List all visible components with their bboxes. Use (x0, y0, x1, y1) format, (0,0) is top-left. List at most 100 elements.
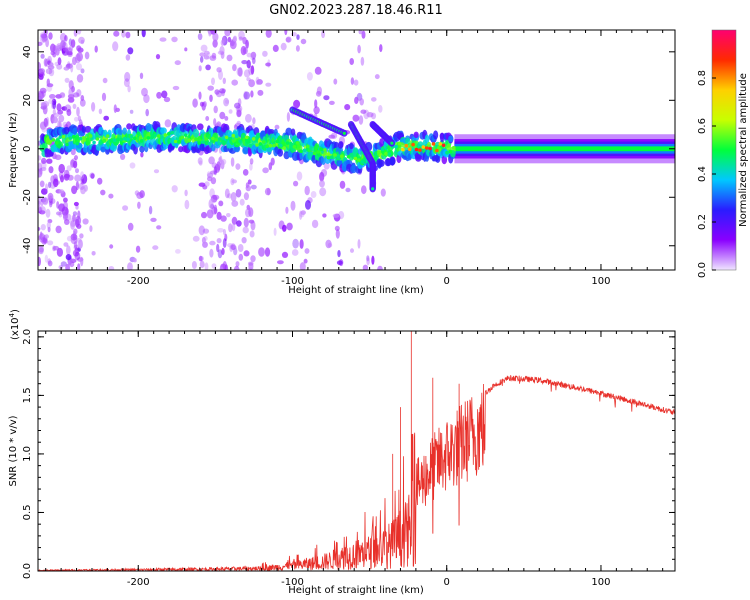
spectrogram-noise-dot (296, 171, 303, 181)
spectrogram-ridge-core (200, 140, 205, 144)
spectrogram-noise-dot (199, 260, 205, 268)
spectrogram-noise-dot (73, 160, 78, 169)
spectrogram-noise-dot (49, 94, 56, 99)
spectrogram-ridge-core (401, 147, 405, 152)
spectrogram-noise-dot (219, 111, 226, 120)
spectrogram-noise-dot (47, 260, 53, 267)
spectrogram-ridge-core (214, 138, 219, 142)
spectrogram-noise-dot (192, 98, 198, 108)
spectrogram-noise-dot (65, 263, 70, 270)
spectrogram-noise-dot (230, 192, 237, 202)
spectrogram-noise-dot (91, 251, 96, 256)
spectrogram-ridge-core (184, 133, 188, 137)
spectrogram-xlabel: Height of straight line (km) (288, 285, 424, 296)
spectrogram-frame (37, 29, 676, 271)
spectrogram-noise-dot (362, 264, 369, 270)
spectrogram-ridge-core (343, 157, 348, 161)
spectrogram-noise-dot (212, 39, 218, 48)
spectrogram-noise-dot (223, 97, 230, 107)
spectrogram-ridge-core (92, 140, 96, 145)
spectrogram-noise-dot (250, 184, 257, 190)
spectrogram-noise-dot (208, 156, 215, 165)
spectrogram-noise-dot (220, 215, 227, 222)
spectrogram-noise-dot (198, 91, 202, 100)
spectrogram-noise-dot (40, 32, 46, 38)
spectrogram-noise-dot (184, 189, 188, 197)
spectrogram-ridge-core (146, 136, 151, 140)
spectrogram-ridge-core (360, 160, 365, 164)
spectrogram-noise-dot (322, 213, 327, 218)
spectrogram-noise-dot (133, 258, 137, 263)
spectrogram-ridge-core (268, 143, 273, 148)
spectrogram-ridge-core (377, 150, 382, 155)
spectrogram-noise-dot (201, 211, 207, 219)
spectrogram-ridge-core (326, 155, 331, 160)
spectrogram-noise-dot (122, 205, 129, 211)
spectrogram-noise-dot (226, 213, 231, 218)
spectrogram-noise-dot (71, 185, 78, 195)
spectrogram-noise-dot (243, 250, 250, 257)
spectrogram-noise-dot (345, 187, 351, 193)
spectrogram-noise-dot (353, 79, 359, 86)
spectrogram-noise-dot (220, 158, 227, 165)
spectrogram-noise-dot (113, 30, 120, 37)
spectrogram-ridge-core (258, 142, 263, 146)
spectrogram-noise-dot (74, 251, 81, 261)
spectrogram-ridge-core (231, 133, 236, 138)
spectrogram-noise-dot (245, 113, 252, 123)
spectrogram-noise-dot (44, 234, 49, 239)
spectrogram-noise-dot (109, 244, 114, 249)
spectrogram-noise-dot (69, 45, 73, 53)
spectrogram-noise-dot (67, 51, 73, 56)
spectrogram-noise-dot (214, 89, 220, 95)
spectrogram-ridge-core (414, 147, 419, 152)
spectrogram-noise-dot (65, 254, 72, 261)
spectrogram-ridge-core (68, 136, 73, 140)
spectrogram-noise-dot (156, 91, 162, 99)
spectrogram-noise-dot (63, 66, 70, 71)
spectrogram-noise-dot (171, 185, 178, 193)
spectrogram-noise-dot (197, 157, 203, 165)
spectrogram-noise-dot (249, 162, 253, 171)
spectrogram-noise-dot (265, 30, 272, 38)
spectrogram-noise-dot (205, 116, 210, 121)
spectrogram-noise-dot (63, 242, 69, 247)
spectrogram-noise-dot (285, 206, 289, 214)
spectrogram-ridge-core (448, 149, 453, 154)
spectrogram-ridge-core (51, 138, 56, 142)
spectrogram-noise-dot (325, 239, 332, 249)
spectrogram-noise-dot (61, 47, 69, 56)
spectrogram-ridge-core (228, 137, 232, 141)
spectrogram-noise-dot (156, 225, 162, 230)
spectrogram-ridge-blob (126, 123, 132, 130)
spectrogram-noise-dot (184, 47, 188, 52)
spectrogram-ridge-core (428, 146, 432, 151)
x-tick-label: -200 (127, 577, 150, 588)
spectrogram-noise-dot (252, 117, 256, 125)
spectrogram-noise-dot (292, 238, 299, 249)
spectrogram-ridge-blob (435, 154, 441, 163)
y-tick-label: 1.5 (22, 387, 33, 403)
spectrogram-noise-dot (319, 180, 325, 188)
x-tick-label: -100 (281, 577, 304, 588)
spectrogram-noise-dot (218, 70, 223, 80)
spectrogram-noise-dot (230, 157, 235, 167)
spectrogram-noise-dot (208, 31, 212, 37)
spectrogram-noise-dot (59, 92, 65, 98)
spectrogram-noise-dot (299, 239, 304, 249)
spectrogram-noise-dot (70, 220, 75, 230)
spectrogram-ridge-blob (441, 155, 448, 165)
spectrogram-noise-dot (335, 229, 340, 239)
spectrogram-noise-dot (164, 119, 172, 128)
spectrogram-ridge-core (234, 134, 239, 139)
spectrogram-noise-dot (250, 220, 256, 231)
spectrogram-noise-dot (230, 178, 235, 186)
x-tick-label: 0 (444, 276, 450, 287)
spectrogram-noise-dot (66, 235, 73, 242)
spectrogram-noise-dot (242, 169, 249, 176)
spectrogram-noise-dot (212, 32, 219, 42)
spectrogram-noise-dot (38, 41, 43, 46)
spectrogram-noise-dot (141, 87, 148, 97)
spectrogram-ridge-core (421, 145, 426, 149)
